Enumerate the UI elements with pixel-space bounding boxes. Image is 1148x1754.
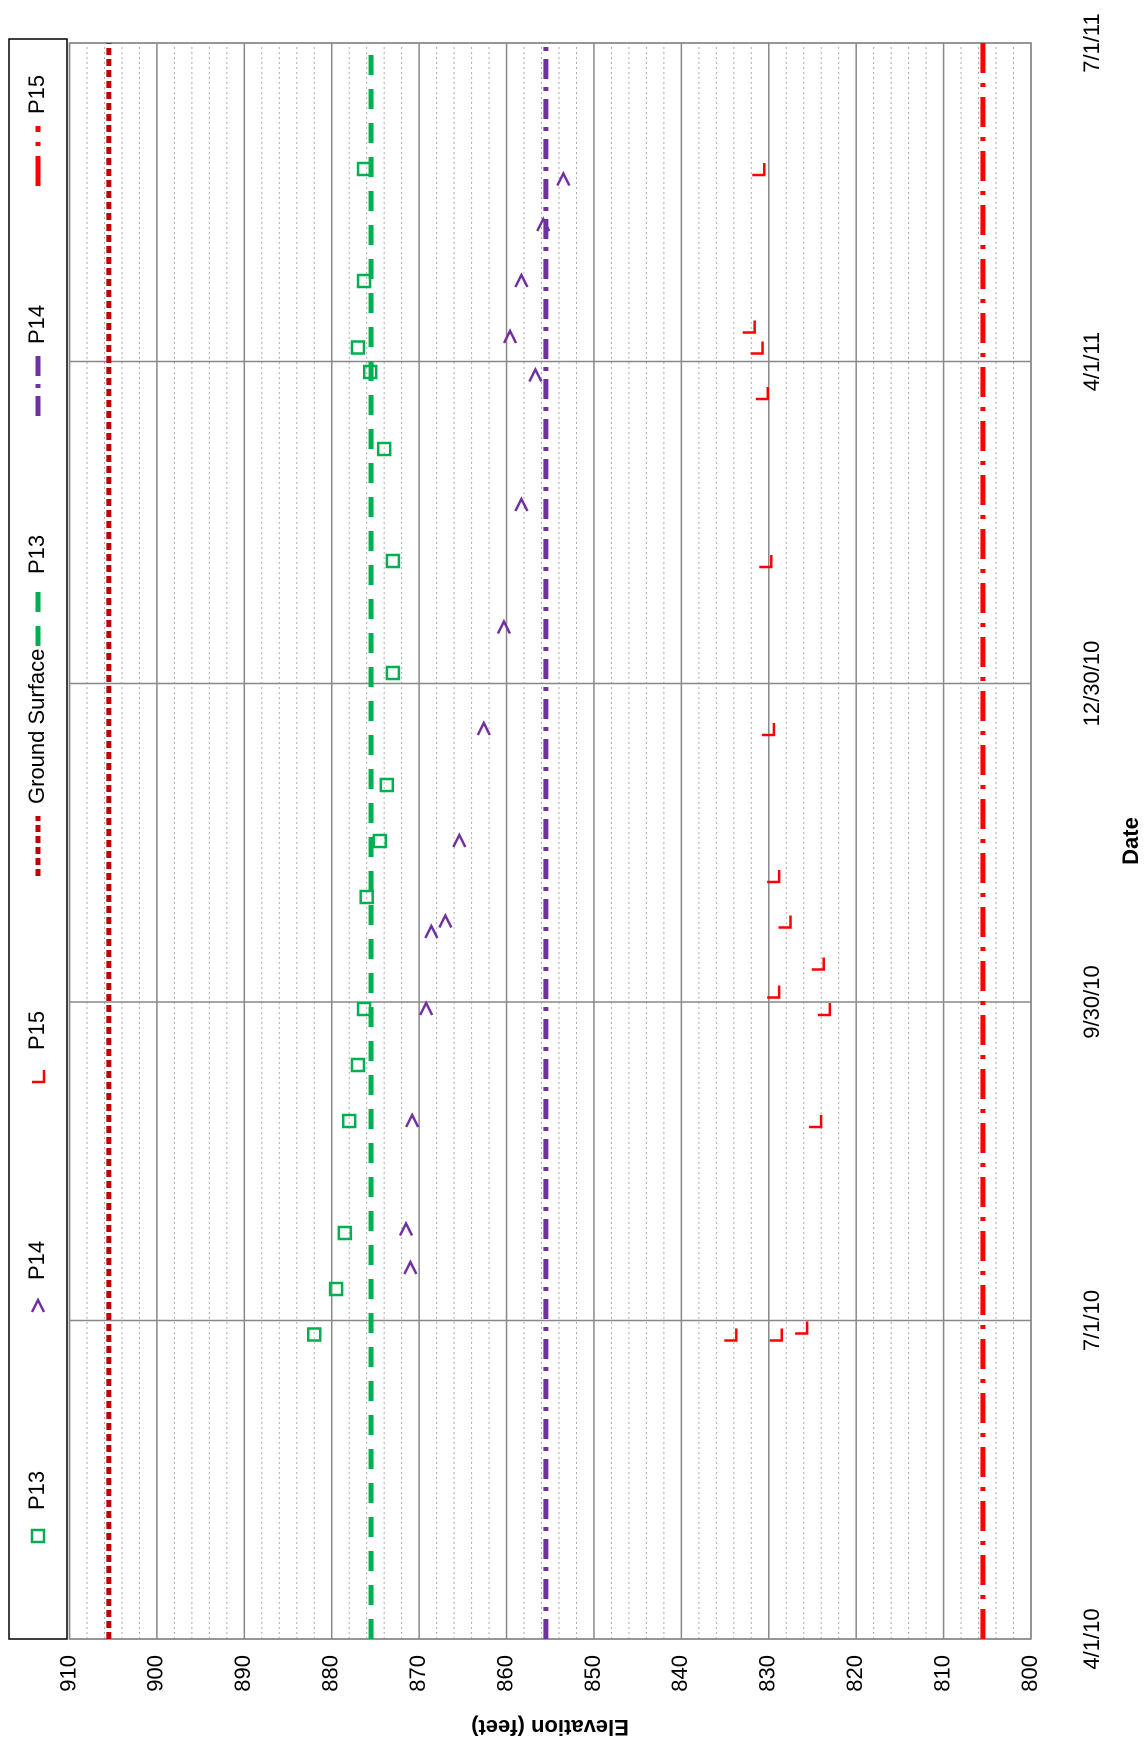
y-tick-label: 880: [318, 1655, 343, 1692]
y-tick-label: 890: [230, 1655, 255, 1692]
marker: [379, 777, 395, 793]
marker: [385, 553, 401, 569]
x-tick-label: 4/1/11: [1079, 332, 1104, 392]
marker: [514, 496, 529, 512]
legend-label: P13: [24, 535, 49, 574]
marker: [742, 320, 756, 334]
marker: [795, 1321, 809, 1335]
marker: [528, 366, 543, 383]
marker: [306, 1327, 322, 1342]
plot-area: [68, 42, 1032, 1640]
marker: [759, 555, 773, 569]
y-tick-label: 860: [492, 1655, 517, 1692]
marker: [372, 833, 388, 849]
marker: [419, 1000, 434, 1016]
marker: [424, 923, 439, 939]
y-tick-label: 910: [55, 1655, 80, 1692]
marker: [750, 341, 764, 355]
marker: [817, 1003, 832, 1017]
marker: [403, 1259, 418, 1275]
y-tick-label: 850: [580, 1655, 605, 1692]
y-tick-label: 870: [405, 1655, 430, 1692]
legend-swatch: [30, 1297, 46, 1313]
marker: [752, 163, 766, 177]
marker: [337, 1225, 353, 1241]
marker: [767, 985, 781, 999]
marker: [755, 387, 770, 401]
marker: [350, 340, 366, 355]
marker: [405, 1112, 420, 1128]
marker: [438, 912, 453, 929]
x-tick-label: 9/30/10: [1079, 965, 1104, 1038]
marker: [502, 328, 518, 344]
marker: [496, 618, 512, 635]
marker: [476, 720, 491, 736]
marker: [356, 273, 372, 289]
marker: [398, 1220, 414, 1237]
marker: [385, 665, 401, 681]
marker: [328, 1281, 344, 1297]
legend-label: P15: [24, 75, 49, 114]
marker: [778, 915, 792, 929]
legend-label: P13: [24, 1471, 49, 1510]
legend-swatch: [30, 1528, 46, 1544]
x-tick-label: 4/1/10: [1079, 1608, 1104, 1669]
legend-label: P15: [24, 1011, 49, 1050]
marker: [341, 1113, 357, 1129]
y-tick-label: 830: [755, 1655, 780, 1692]
marker: [376, 441, 392, 457]
legend-label: Ground Surface: [24, 649, 49, 804]
marker: [452, 832, 467, 848]
x-tick-label: 12/30/10: [1079, 641, 1104, 727]
x-axis-title: Date: [1118, 817, 1143, 865]
y-tick-label: 840: [667, 1655, 692, 1692]
rotated-chart: Date Elevation (feet) 800 810 820 830 840 850…: [8, 13, 1143, 1740]
marker: [556, 170, 571, 187]
y-tick-label: 800: [1017, 1655, 1042, 1692]
marker: [359, 889, 374, 905]
legend-swatch: [32, 1070, 46, 1084]
marker: [350, 1057, 366, 1073]
x-tick-label: 7/1/11: [1079, 13, 1104, 73]
y-tick-label: 900: [143, 1655, 168, 1692]
marker: [514, 272, 529, 288]
marker: [761, 723, 776, 737]
legend-label: P14: [24, 1241, 49, 1280]
marker: [767, 870, 781, 884]
y-tick-label: 810: [929, 1655, 954, 1692]
marker: [724, 1328, 738, 1342]
y-axis-title: Elevation (feet): [471, 1715, 629, 1740]
x-tick-label: 7/1/10: [1079, 1290, 1104, 1351]
y-tick-label: 820: [842, 1655, 867, 1692]
marker: [809, 1115, 823, 1129]
legend-label: P14: [24, 305, 49, 344]
marker: [811, 957, 825, 971]
marker: [769, 1328, 784, 1342]
